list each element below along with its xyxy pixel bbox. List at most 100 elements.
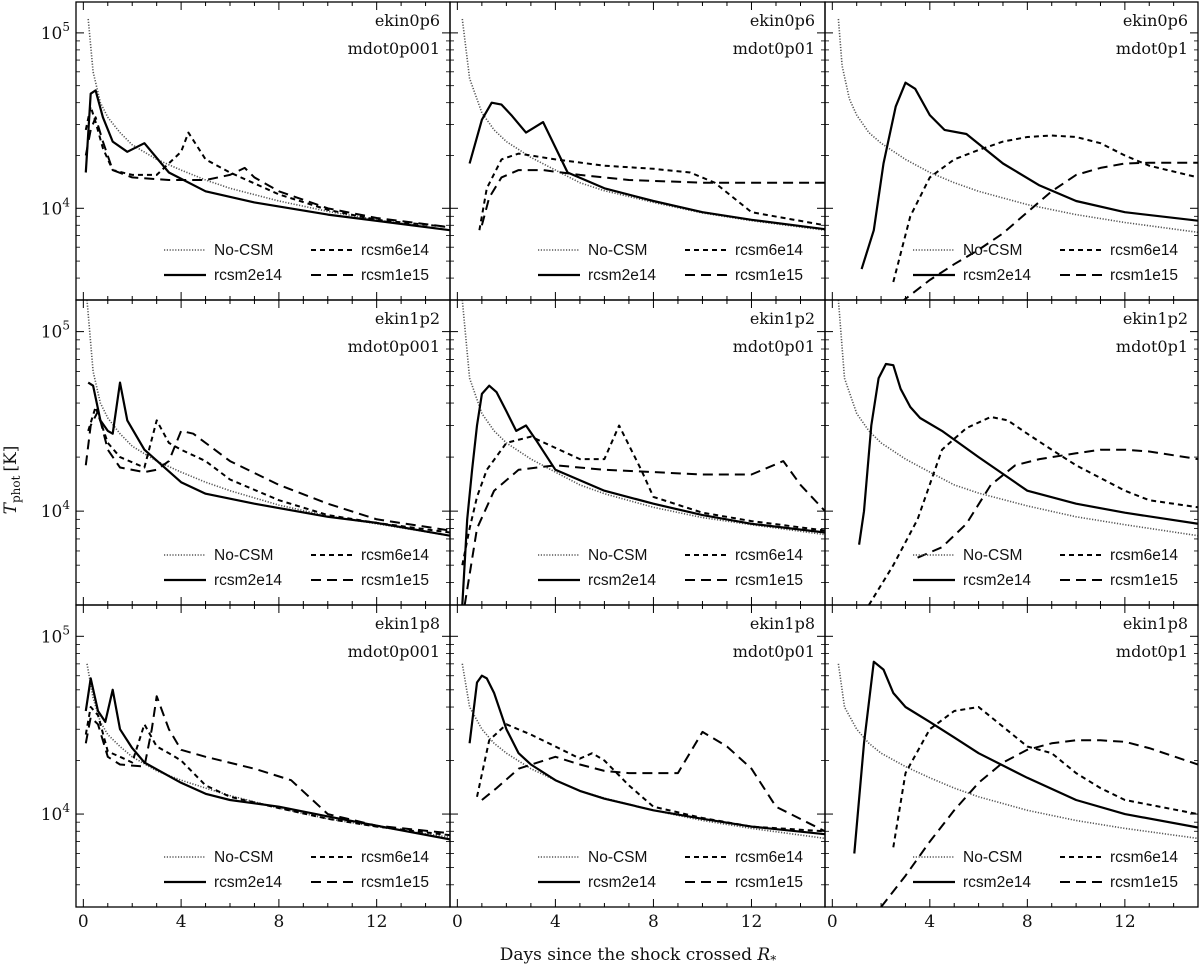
series-line-rcsm2e14 <box>860 81 1198 270</box>
panel-ekin0p6-mdot0p1: ekin0p6 mdot0p1 No-CSM rcsm6e14 rcsm2e14 rcsm… <box>824 1 1199 301</box>
series-line-rcsm6e14 <box>84 105 450 229</box>
series-line-rcsm2e14 <box>853 660 1198 854</box>
series-line-rcsm1e15 <box>481 730 825 833</box>
panel-label-ekin: ekin1p8 <box>750 614 815 633</box>
panel-ekin1p2-mdot0p01: ekin1p2 mdot0p01 No-CSM rcsm6e14 rcsm2e14 rcs… <box>449 299 826 606</box>
series-line-rcsm2e14 <box>468 101 825 231</box>
y-tick-label: 104 <box>41 498 71 522</box>
series-line-rcsm6e14 <box>87 406 450 534</box>
series-line-no-csm <box>86 300 450 537</box>
series-line-no-csm <box>837 300 1198 537</box>
panel-ekin1p8-mdot0p001: 104 105 0 4 8 12 ekin1p8 mdot0p001 No-CSM rcsm6e1… <box>41 604 451 932</box>
x-tick-label: 0 <box>452 912 463 932</box>
legend-label-no-csm: No-CSM <box>963 849 1022 866</box>
legend-label-rcsm2e14: rcsm2e14 <box>588 874 656 891</box>
legend-label-rcsm1e15: rcsm1e15 <box>361 874 429 891</box>
panel-frame <box>824 604 1199 908</box>
legend-label-rcsm6e14: rcsm6e14 <box>1110 547 1178 564</box>
panel-label-mdot: mdot0p001 <box>348 39 440 58</box>
panel-label-ekin: ekin1p2 <box>1123 309 1188 328</box>
y-tick-label: 105 <box>41 20 70 44</box>
legend-label-rcsm1e15: rcsm1e15 <box>735 572 803 589</box>
series-line-no-csm <box>837 18 1198 234</box>
series-line-no-csm <box>837 663 1198 840</box>
panel-ekin0p6-mdot0p001: 104 105 ekin0p6 mdot0p001 No-CSM rcsm6e14 rcsm… <box>41 1 451 301</box>
legend-label-no-csm: No-CSM <box>588 849 647 866</box>
series-line-rcsm2e14 <box>461 384 825 605</box>
legend-label-rcsm1e15: rcsm1e15 <box>735 267 803 284</box>
legend-label-no-csm: No-CSM <box>214 849 273 866</box>
legend: No-CSM rcsm6e14 rcsm2e14 rcsm1e15 <box>913 547 1178 589</box>
panel-label-ekin: ekin0p6 <box>750 11 815 30</box>
legend-label-rcsm1e15: rcsm1e15 <box>735 874 803 891</box>
x-axis-label: Days since the shock crossed R* <box>500 945 776 967</box>
legend-label-rcsm2e14: rcsm2e14 <box>963 874 1031 891</box>
legend: No-CSM rcsm6e14 rcsm2e14 rcsm1e15 <box>164 547 429 589</box>
legend-label-rcsm6e14: rcsm6e14 <box>361 547 429 564</box>
x-tick-label: 12 <box>741 912 763 932</box>
x-axis-label-subscript: * <box>770 953 776 967</box>
x-tick-label: 0 <box>78 912 89 932</box>
y-tick-label: 104 <box>41 801 71 825</box>
x-tick-label: 8 <box>1022 912 1033 932</box>
panel-label-ekin: ekin1p8 <box>1123 614 1188 633</box>
legend-label-rcsm6e14: rcsm6e14 <box>361 849 429 866</box>
series-line-rcsm2e14 <box>84 89 450 232</box>
series-line-rcsm6e14 <box>478 152 825 231</box>
panel-ekin1p2-mdot0p001: 104 105 ekin1p2 mdot0p001 No-CSM rcsm6e14 rcsm… <box>41 299 451 606</box>
y-tick-label: 104 <box>41 195 71 219</box>
legend-label-rcsm1e15: rcsm1e15 <box>1110 267 1178 284</box>
legend-label-rcsm2e14: rcsm2e14 <box>588 572 656 589</box>
y-tick-label: 105 <box>41 319 70 343</box>
panel-ekin1p8-mdot0p01: 0 4 8 12 ekin1p8 mdot0p01 No-CSM rcsm6e14 rcsm2e… <box>449 604 826 932</box>
legend: No-CSM rcsm6e14 rcsm2e14 rcsm1e15 <box>538 849 803 891</box>
y-axis-label-unit: [K] <box>1 446 21 472</box>
legend: No-CSM rcsm6e14 rcsm2e14 rcsm1e15 <box>538 242 803 284</box>
series-line-no-csm <box>86 663 450 839</box>
panel-label-mdot: mdot0p01 <box>733 39 815 58</box>
legend-label-rcsm6e14: rcsm6e14 <box>735 849 803 866</box>
legend-label-no-csm: No-CSM <box>963 547 1022 564</box>
y-axis-label-symbol: T <box>1 501 21 514</box>
x-tick-label: 12 <box>366 912 388 932</box>
series-line-rcsm6e14 <box>892 134 1198 283</box>
legend-label-rcsm6e14: rcsm6e14 <box>361 242 429 259</box>
series-line-rcsm1e15 <box>480 169 825 226</box>
x-tick-label: 4 <box>550 912 561 932</box>
panel-ekin0p6-mdot0p01: ekin0p6 mdot0p01 No-CSM rcsm6e14 rcsm2e14 rcs… <box>449 1 826 301</box>
legend: No-CSM rcsm6e14 rcsm2e14 rcsm1e15 <box>164 242 429 284</box>
panel-label-mdot: mdot0p01 <box>733 337 815 356</box>
legend-label-rcsm2e14: rcsm2e14 <box>588 267 656 284</box>
y-tick-label: 105 <box>41 623 70 647</box>
panel-label-mdot: mdot0p1 <box>1116 642 1188 661</box>
series-line-rcsm1e15 <box>84 116 450 229</box>
legend: No-CSM rcsm6e14 rcsm2e14 rcsm1e15 <box>538 547 803 589</box>
series-line-rcsm1e15 <box>84 410 450 532</box>
series-line-no-csm <box>87 18 450 231</box>
x-tick-label: 8 <box>273 912 284 932</box>
legend: No-CSM rcsm6e14 rcsm2e14 rcsm1e15 <box>913 849 1178 891</box>
legend-label-no-csm: No-CSM <box>214 547 273 564</box>
legend-label-rcsm2e14: rcsm2e14 <box>214 267 282 284</box>
legend-label-rcsm2e14: rcsm2e14 <box>963 267 1031 284</box>
legend-label-rcsm1e15: rcsm1e15 <box>361 267 429 284</box>
series-line-rcsm6e14 <box>476 723 825 833</box>
series-line-no-csm <box>461 300 825 536</box>
panel-label-mdot: mdot0p001 <box>348 337 440 356</box>
panel-label-ekin: ekin0p6 <box>375 11 440 30</box>
panel-label-ekin: ekin1p2 <box>375 309 440 328</box>
series-line-rcsm1e15 <box>917 448 1198 559</box>
series-line-rcsm2e14 <box>858 362 1198 545</box>
x-axis-label-text: Days since the shock crossed <box>500 945 752 965</box>
series-line-rcsm1e15 <box>463 460 825 605</box>
legend: No-CSM rcsm6e14 rcsm2e14 rcsm1e15 <box>164 849 429 891</box>
panel-label-mdot: mdot0p01 <box>733 642 815 661</box>
legend-label-no-csm: No-CSM <box>588 242 647 259</box>
y-axis-label-subscript: phot <box>9 475 23 503</box>
series-line-rcsm6e14 <box>461 424 825 566</box>
legend-label-no-csm: No-CSM <box>963 242 1022 259</box>
series-line-rcsm2e14 <box>84 677 450 841</box>
panel-label-mdot: mdot0p001 <box>348 642 440 661</box>
x-tick-label: 4 <box>176 912 187 932</box>
